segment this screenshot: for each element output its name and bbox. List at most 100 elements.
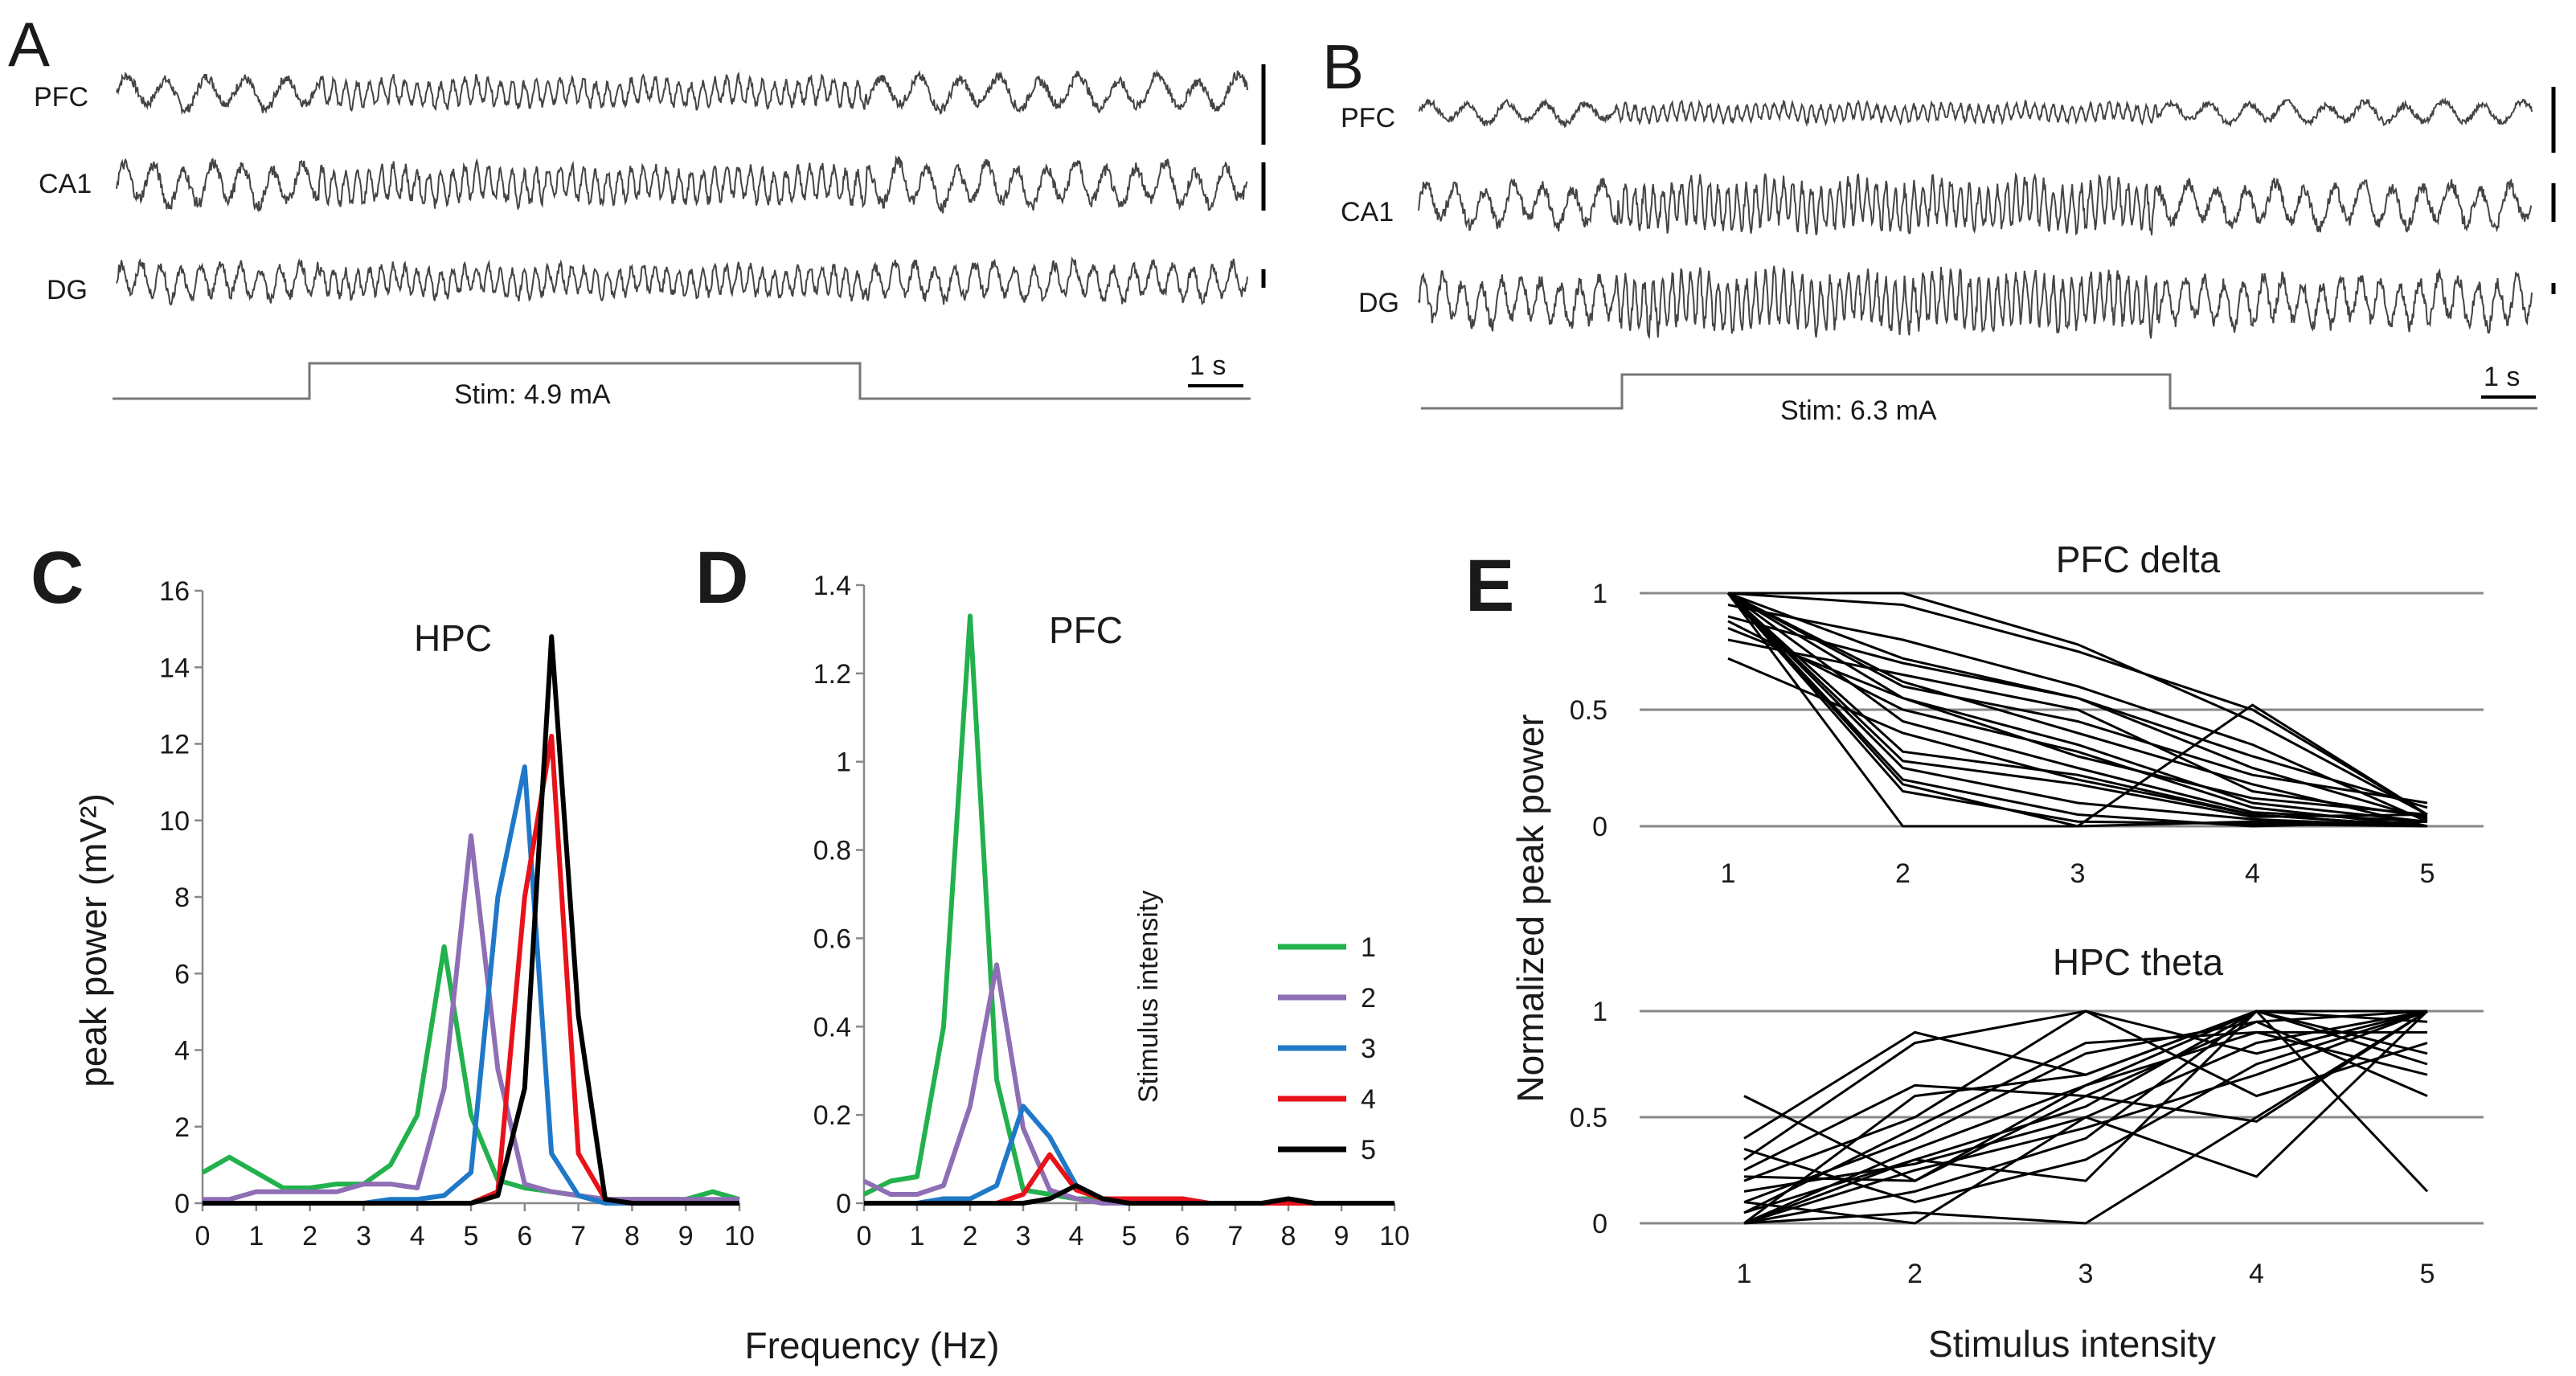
subject-line-1 <box>1727 592 2428 816</box>
x-tick-label: 9 <box>678 1221 694 1251</box>
x-axis-title-cd: Frequency (Hz) <box>745 1325 1000 1366</box>
subject-line-6 <box>1727 592 2428 805</box>
subject-line-18 <box>1726 592 2428 828</box>
y-tick-label: 1 <box>836 747 851 778</box>
legend-label-5: 5 <box>1361 1135 1376 1165</box>
panel-label-b: B <box>1322 31 1364 102</box>
x-tick-label: 6 <box>517 1221 532 1251</box>
subject-line-14 <box>1743 1009 2429 1225</box>
series-line-3 <box>864 1104 1394 1206</box>
x-tick-label: 10 <box>724 1221 755 1251</box>
panel-label-c: C <box>31 537 84 619</box>
legend: 1 2 3 4 5 <box>1278 932 1376 1165</box>
y-tick-label: 0 <box>1592 1209 1607 1239</box>
y-tick-label: 10 <box>159 806 190 837</box>
y-axis-title-e: Normalized peak power <box>1509 714 1551 1102</box>
subject-line-9 <box>1727 620 2428 828</box>
subject-line-18 <box>1743 1009 2428 1225</box>
panel-label-d: D <box>695 537 748 619</box>
x-tick-label: 5 <box>2420 1259 2435 1289</box>
y-tick-label: 2 <box>174 1112 190 1143</box>
plot-title-d: PFC <box>1049 609 1123 651</box>
subject-line-2 <box>1728 592 2428 816</box>
series-line-5 <box>203 634 739 1206</box>
x-tick-label: 0 <box>857 1221 872 1251</box>
y-tick-label: 1.2 <box>813 659 851 690</box>
subject-line-20 <box>1727 592 2428 828</box>
y-tick-label: 0.8 <box>813 836 851 866</box>
subject-line-7 <box>1743 1009 2428 1214</box>
time-scalebar-label-b: 1 s <box>2484 362 2520 392</box>
subject-line-19 <box>1727 638 2428 818</box>
x-tick-label: 7 <box>571 1221 586 1251</box>
y-tick-label: 0.5 <box>1570 695 1607 726</box>
x-tick-label: 6 <box>1175 1221 1190 1251</box>
panel-label-e: E <box>1465 545 1514 627</box>
subject-line-14 <box>1726 592 2428 828</box>
y-tick-label: 12 <box>159 730 190 760</box>
y-tick-label: 1 <box>1592 579 1607 609</box>
stim-trace-a <box>113 362 1251 400</box>
plot-title-c: HPC <box>414 617 492 659</box>
subject-line-10 <box>1743 1020 2428 1182</box>
x-tick-label: 0 <box>195 1221 211 1251</box>
x-tick-label: 3 <box>1016 1221 1031 1251</box>
panel-a: A PFC CA1 DG Stim: 4.9 mA 1 s <box>8 9 1266 410</box>
eeg-trace-pfc <box>1418 96 2533 129</box>
stim-label-b: Stim: 6.3 mA <box>1780 395 1937 426</box>
panel-label-a: A <box>8 9 50 80</box>
series-line-2 <box>203 833 739 1202</box>
x-tick-label: 1 <box>248 1221 264 1251</box>
line-plot-e-top: 0 0.5 1 1 2 3 4 5 <box>1570 579 2484 889</box>
x-tick-label: 2 <box>963 1221 978 1251</box>
trace-label-dg-a: DG <box>47 275 88 305</box>
x-tick-label: 4 <box>2245 858 2260 889</box>
subject-line-17 <box>1743 1009 2428 1172</box>
y-tick-label: 16 <box>159 576 190 607</box>
eeg-trace-pfc <box>116 69 1248 116</box>
subject-line-7 <box>1727 627 2428 823</box>
eeg-traces-a <box>116 69 1248 306</box>
series-line-4 <box>203 734 739 1206</box>
panel-d: D PFC 0 0.2 0.4 0.6 0.8 1 1.2 1.4 0 1 2 3 4 5 6 7 8 9 10 S… <box>695 537 1410 1251</box>
subject-line-13 <box>1726 592 2428 818</box>
subject-line-11 <box>1743 1009 2428 1225</box>
y-tick-label: 0 <box>174 1189 190 1219</box>
subject-line-12 <box>1726 592 2428 828</box>
line-plot-d: 0 0.2 0.4 0.6 0.8 1 1.2 1.4 0 1 2 3 4 5 6 7 8 9 10 <box>813 571 1410 1251</box>
y-tick-label: 14 <box>159 653 190 683</box>
x-tick-label: 5 <box>464 1221 479 1251</box>
subject-line-15 <box>1743 1009 2427 1225</box>
x-tick-label: 4 <box>410 1221 425 1251</box>
x-tick-label: 7 <box>1228 1221 1243 1251</box>
y-tick-label: 0 <box>836 1189 851 1219</box>
legend-label-2: 2 <box>1361 983 1376 1014</box>
trace-label-pfc-b: PFC <box>1341 103 1395 133</box>
x-tick-label: 5 <box>1122 1221 1137 1251</box>
trace-label-dg-b: DG <box>1358 288 1399 318</box>
y-tick-label: 0.4 <box>813 1012 851 1042</box>
x-tick-label: 4 <box>2249 1259 2264 1289</box>
y-tick-label: 0.5 <box>1570 1103 1607 1133</box>
stim-trace-b <box>1421 373 2537 410</box>
trace-label-ca1-b: CA1 <box>1341 197 1394 227</box>
y-tick-label: 1.4 <box>813 571 851 601</box>
y-tick-label: 6 <box>174 959 190 989</box>
x-tick-label: 2 <box>302 1221 317 1251</box>
eeg-traces-b <box>1418 96 2533 340</box>
legend-label-3: 3 <box>1361 1034 1376 1064</box>
x-tick-label: 3 <box>2070 858 2086 889</box>
y-tick-label: 1 <box>1592 997 1607 1027</box>
eeg-trace-ca1 <box>1418 171 2533 236</box>
plot-title-e-bottom: HPC theta <box>2053 941 2224 983</box>
x-tick-label: 2 <box>1907 1259 1923 1289</box>
series-line-5 <box>864 1183 1394 1206</box>
x-tick-label: 9 <box>1334 1221 1349 1251</box>
x-tick-label: 3 <box>2078 1259 2094 1289</box>
plot-title-e-top: PFC delta <box>2056 539 2221 580</box>
y-tick-label: 0.2 <box>813 1100 851 1131</box>
x-tick-label: 4 <box>1069 1221 1084 1251</box>
x-tick-label: 1 <box>1721 858 1736 889</box>
